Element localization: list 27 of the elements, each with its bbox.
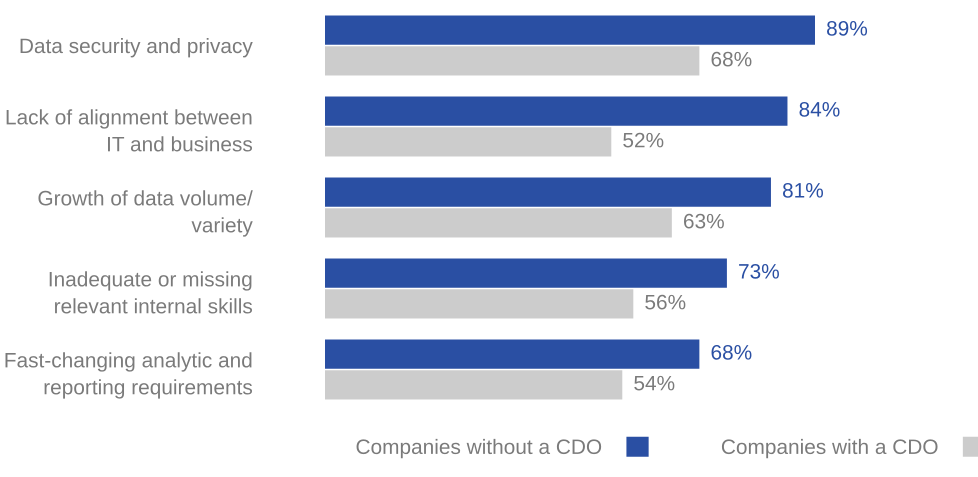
y-tick-label: Inadequate or missing relevant internal skills — [50, 271, 252, 314]
y-tick-label: Data security and privacy — [20, 38, 253, 58]
bar — [325, 96, 788, 126]
bar — [325, 16, 815, 45]
y-tick-label: Lack of alignment between IT and business — [6, 109, 252, 152]
data-label: 89% — [827, 20, 868, 36]
bar — [325, 208, 672, 238]
bar — [325, 46, 700, 76]
bar — [325, 127, 612, 156]
data-label: 81% — [782, 182, 824, 198]
y-tick-label: Fast-changing analytic and reporting requirements — [6, 352, 252, 399]
data-label: 68% — [712, 52, 752, 66]
data-label: 68% — [712, 344, 752, 360]
data-label: 73% — [739, 264, 779, 279]
bar — [325, 370, 622, 400]
bar — [325, 258, 727, 288]
data-label: 84% — [799, 102, 840, 117]
legend-label: Companies with a CDO — [722, 438, 938, 458]
bar — [325, 289, 634, 318]
data-label: 63% — [684, 214, 724, 228]
y-tick-label: Growth of data volume/ variety — [38, 190, 253, 237]
data-label: 54% — [634, 376, 674, 390]
bar — [325, 340, 700, 369]
legend-label: Companies without a CDO — [356, 438, 602, 458]
bar — [325, 178, 771, 207]
data-label: 56% — [645, 294, 686, 310]
data-label: 52% — [623, 132, 664, 148]
